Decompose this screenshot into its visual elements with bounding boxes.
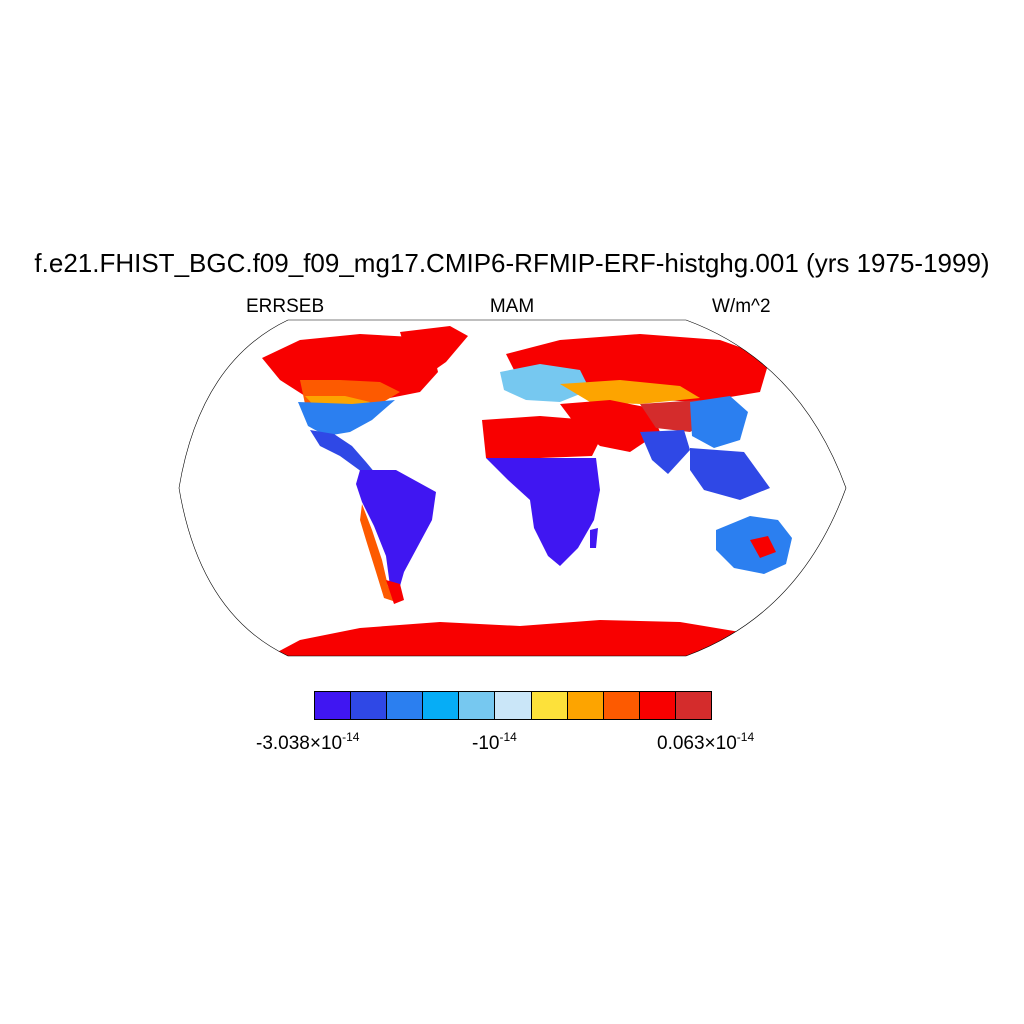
central-asia-yellow bbox=[560, 380, 700, 404]
mexico-central-america bbox=[310, 430, 376, 474]
australia-warm bbox=[750, 536, 776, 558]
units-label: W/m^2 bbox=[712, 296, 771, 317]
patagonia-warm bbox=[386, 580, 404, 604]
colorbar-min-label: -3.038×10-14 bbox=[256, 730, 360, 754]
andes-warm bbox=[360, 504, 396, 602]
colorbar-box-8 bbox=[603, 692, 640, 719]
colorbar-box-7 bbox=[567, 692, 604, 719]
madagascar bbox=[590, 528, 598, 548]
colorbar-mid-label: -10-14 bbox=[472, 730, 517, 754]
africa-south bbox=[486, 458, 600, 566]
land-field bbox=[262, 326, 792, 656]
colorbar-max-label: 0.063×10-14 bbox=[657, 730, 755, 754]
colorbar-box-9 bbox=[639, 692, 676, 719]
south-america bbox=[356, 470, 436, 600]
colorbar-box-3 bbox=[423, 692, 460, 719]
southeast-asia bbox=[690, 448, 770, 500]
sahara-warm bbox=[482, 416, 600, 458]
season-label: MAM bbox=[489, 296, 535, 317]
colorbar-box-1 bbox=[351, 692, 388, 719]
antarctica bbox=[270, 620, 760, 656]
colorbar-box-0 bbox=[315, 692, 352, 719]
plot-title: f.e21.FHIST_BGC.f09_f09_mg17.CMIP6-RFMIP… bbox=[34, 248, 990, 278]
south-asia-cool bbox=[640, 430, 690, 474]
colorbar-box-6 bbox=[531, 692, 568, 719]
colorbar bbox=[314, 691, 712, 720]
middle-east-warm bbox=[560, 400, 660, 452]
variable-name: ERRSEB bbox=[246, 296, 325, 317]
colorbar-box-5 bbox=[495, 692, 532, 719]
north-america-cool bbox=[298, 400, 395, 436]
colorbar-box-10 bbox=[675, 692, 712, 719]
colorbar-box-2 bbox=[387, 692, 424, 719]
map-outline bbox=[178, 319, 847, 657]
colorbar-box-4 bbox=[459, 692, 496, 719]
greenland bbox=[400, 326, 468, 376]
east-asia-cool bbox=[690, 396, 748, 448]
europe-mixed bbox=[500, 364, 590, 402]
